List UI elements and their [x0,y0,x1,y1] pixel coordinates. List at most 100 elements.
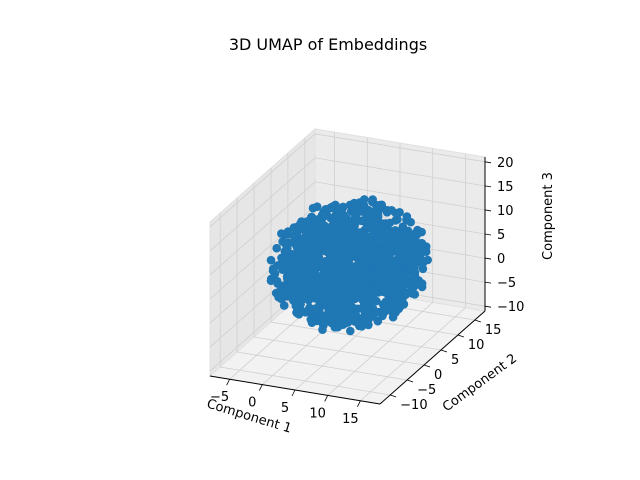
x-tick-label: 5 [281,401,289,416]
data-point [291,240,301,250]
y-tick-label: −5 [417,383,436,398]
data-point [352,289,362,299]
data-point [393,230,403,240]
data-point [292,302,301,312]
data-point [360,195,369,204]
data-point [313,290,323,299]
y-tick-label: 15 [485,323,502,338]
data-point [385,218,395,228]
data-point [350,215,360,225]
data-point [344,230,354,239]
data-point [417,279,427,288]
data-point [373,215,382,224]
data-point [279,301,289,310]
data-point [312,249,322,259]
data-point [305,303,314,313]
data-point [306,216,316,226]
data-point [323,309,333,318]
data-point [394,237,403,247]
data-point [289,223,299,232]
data-point [385,249,394,258]
data-point [369,253,379,262]
z-tick-mark [484,161,492,164]
data-point [384,232,394,242]
data-point [299,294,308,304]
data-point [378,247,387,257]
data-point [402,215,411,225]
data-point [352,234,361,243]
data-point [365,232,374,241]
data-point [334,287,344,297]
data-point [334,262,343,271]
y-grid-line [270,168,442,351]
data-point [266,255,276,265]
data-point [315,218,325,228]
y-grid-line [236,198,408,381]
data-point [319,207,328,217]
data-point [387,206,396,215]
z-tick-label: −5 [497,276,516,291]
y-axis-line [379,310,486,405]
data-point [383,260,393,270]
data-point [346,249,356,258]
z-grid-line [209,133,486,228]
z-tick-mark [484,257,492,260]
data-point [323,226,332,235]
data-point [342,238,352,248]
data-point [378,311,387,321]
data-point [410,290,420,299]
data-point [417,227,426,237]
data-point [364,240,374,250]
x-tick-label: 0 [248,396,256,411]
data-point [299,287,309,296]
y-tick-mark [406,379,414,383]
data-point [276,285,286,295]
data-point [413,256,422,265]
data-point [423,255,433,265]
data-point [410,229,419,239]
data-point [328,203,338,213]
z-tick-mark [484,233,492,236]
data-point [306,245,316,255]
data-point [408,242,418,251]
data-point [343,219,353,229]
data-point [300,280,310,290]
data-point [330,323,340,332]
data-point [329,217,339,226]
data-point [335,302,345,312]
data-point [342,281,352,291]
z-grid-line [209,181,486,276]
x-tick-mark [291,389,296,397]
z-tick-label: 15 [497,180,514,195]
data-point [308,203,318,213]
z-tick-mark [484,281,492,284]
data-point [300,266,310,275]
data-point [346,326,355,336]
data-point [391,294,401,304]
data-point [308,277,318,286]
data-point [365,213,375,222]
data-point [278,261,288,271]
y-tick-label: 5 [451,353,459,368]
x-tick-mark [258,384,263,391]
data-point [350,281,359,290]
data-point [290,269,300,278]
data-point [284,273,294,282]
data-point [375,200,385,210]
data-point [329,279,339,288]
data-point [272,243,282,253]
data-point [384,285,393,294]
data-point [406,259,416,269]
data-point [421,247,431,256]
y-tick-mark [390,394,397,398]
data-point [270,269,280,278]
data-point [389,275,399,284]
y-tick-label: 10 [468,338,485,353]
data-point [375,280,384,290]
data-point [407,281,417,291]
z-tick-label: 0 [497,252,505,267]
z-tick-label: −10 [497,300,524,315]
